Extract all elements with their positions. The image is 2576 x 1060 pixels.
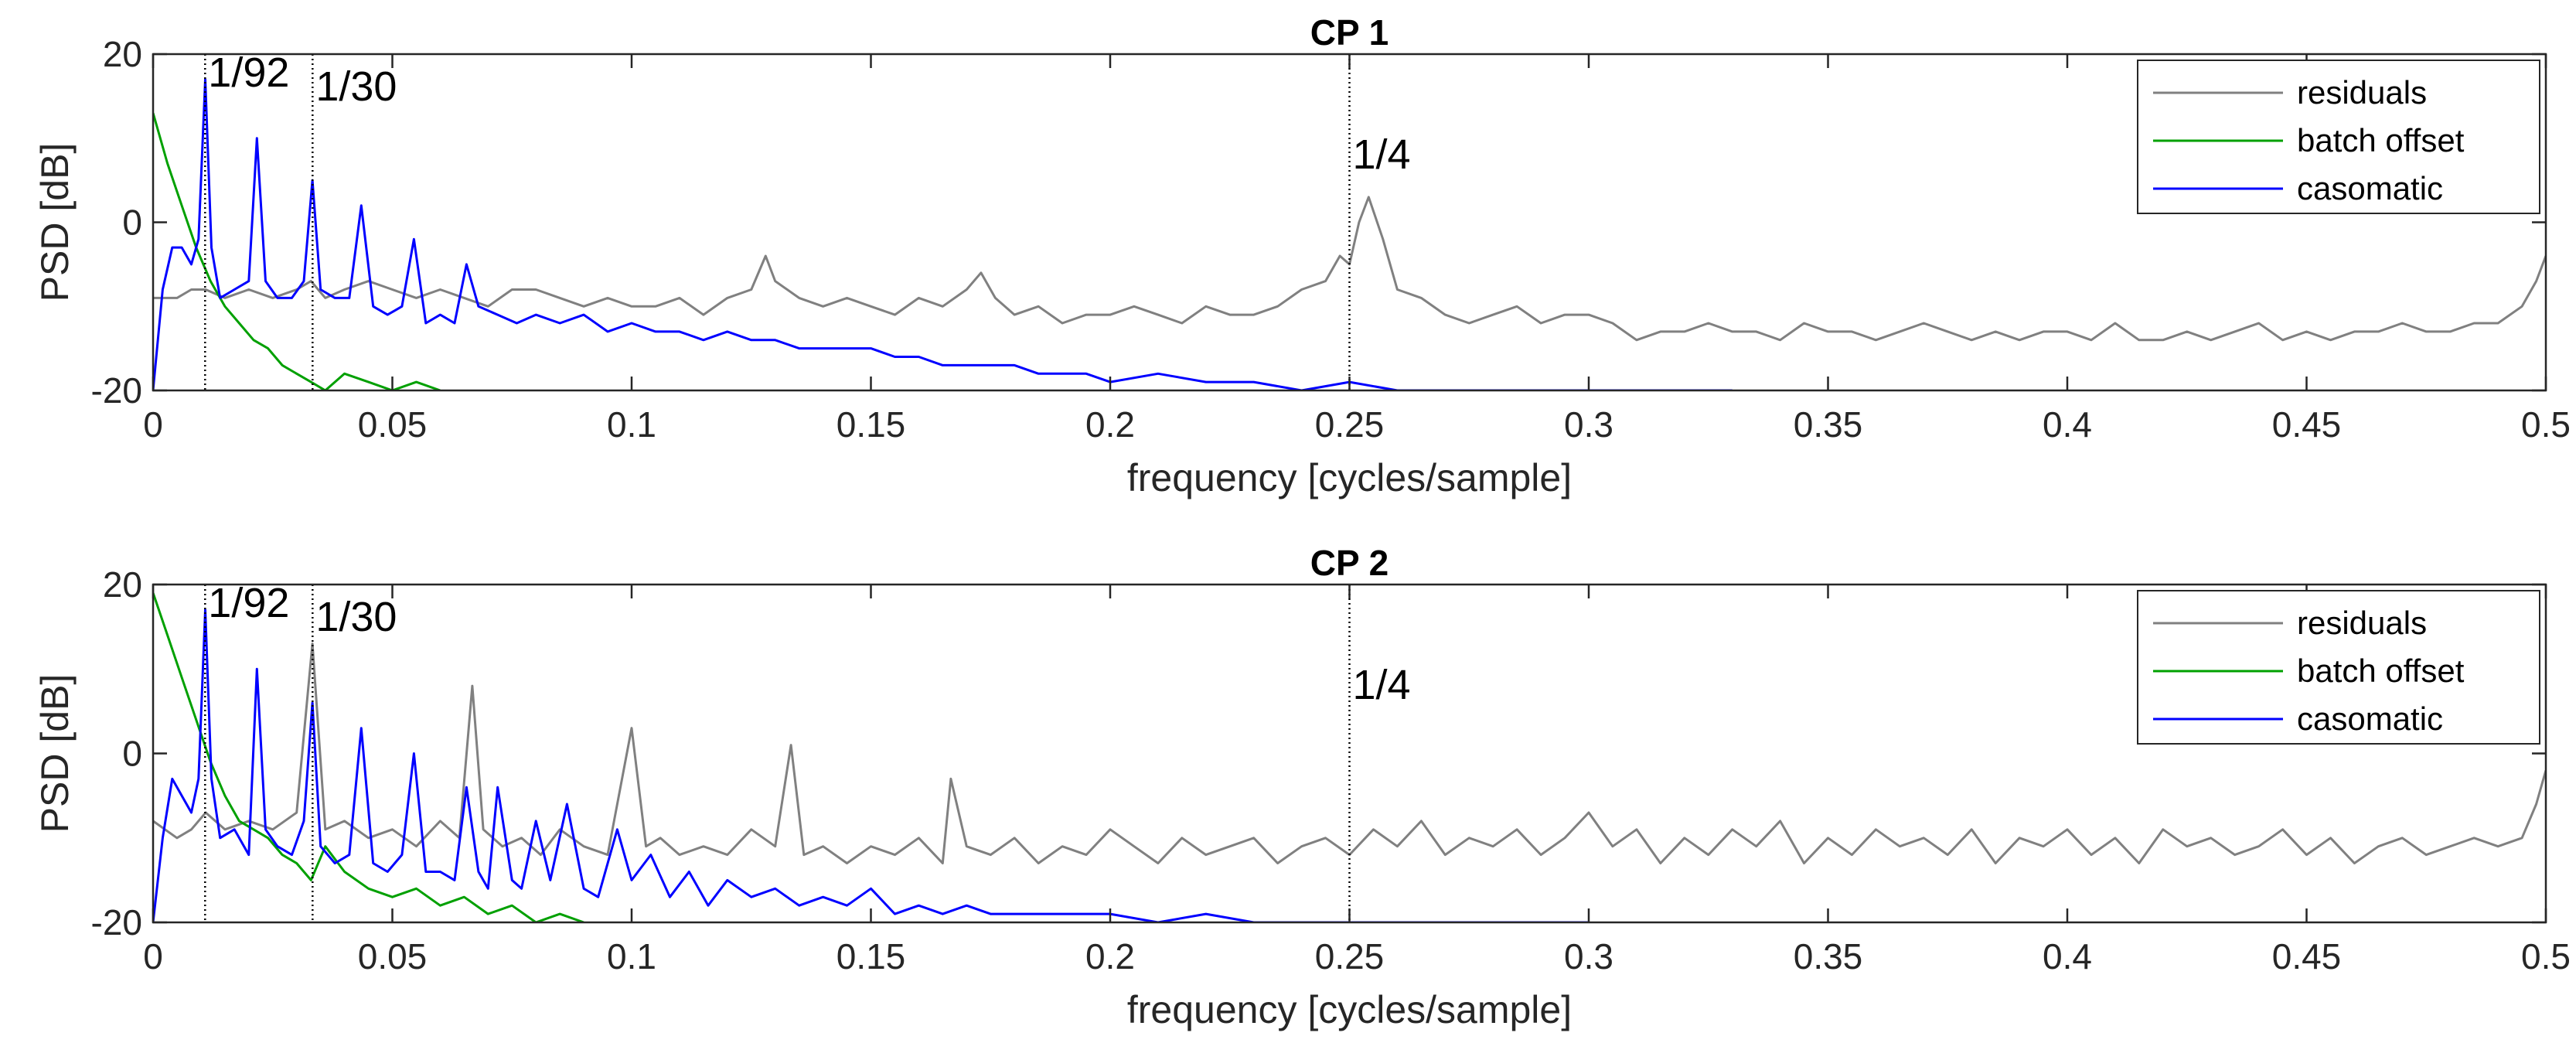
legend-entry: batch offset (2297, 653, 2465, 689)
x-tick-label: 0.3 (1564, 404, 1613, 445)
legend: residuals batch offset casomatic (2137, 60, 2540, 214)
guide-label: 1/92 (208, 49, 289, 96)
x-tick-label: 0.25 (1315, 936, 1385, 976)
y-axis-label: PSD [dB] (33, 143, 77, 302)
guide-label: 1/4 (1353, 131, 1411, 178)
guide-label: 1/30 (315, 594, 397, 640)
y-axis-label: PSD [dB] (33, 674, 77, 833)
y-tick-label: -20 (91, 902, 142, 942)
x-tick-label: 0.5 (2521, 404, 2571, 445)
x-tick-label: 0.15 (837, 936, 906, 976)
series-line-casomatic (153, 608, 1589, 922)
series-group (153, 78, 2546, 390)
x-tick-label: 0.2 (1085, 936, 1135, 976)
x-tick-label: 0 (143, 936, 163, 976)
series-line-residuals (153, 196, 2546, 342)
legend-entry: residuals (2297, 605, 2427, 641)
y-tick-label: 20 (103, 34, 142, 74)
x-tick-label: 0.35 (1794, 936, 1863, 976)
x-tick-label: 0.05 (358, 936, 428, 976)
x-tick-label: 0.45 (2272, 936, 2342, 976)
series-line-casomatic (153, 78, 1733, 390)
chart-title: CP 2 (1310, 543, 1389, 583)
x-tick-label: 0.4 (2043, 404, 2092, 445)
x-tick-label: 0.05 (358, 404, 428, 445)
legend-entry: residuals (2297, 74, 2427, 111)
x-axis-label: frequency [cycles/sample] (1127, 988, 1572, 1031)
x-axis-label: frequency [cycles/sample] (1127, 456, 1572, 499)
series-line-batch-offset (153, 112, 441, 390)
x-tick-label: 0.1 (607, 936, 656, 976)
x-tick-label: 0.5 (2521, 936, 2571, 976)
y-tick-label: 0 (122, 203, 142, 243)
x-tick-label: 0.45 (2272, 404, 2342, 445)
x-tick-label: 0 (143, 404, 163, 445)
guide-label: 1/4 (1353, 662, 1411, 708)
legend-entry: casomatic (2297, 170, 2443, 206)
legend-entry: batch offset (2297, 122, 2465, 158)
y-tick-label: 0 (122, 734, 142, 774)
x-tick-label: 0.1 (607, 404, 656, 445)
y-tick-label: 20 (103, 564, 142, 605)
x-tick-label: 0.35 (1794, 404, 1863, 445)
x-tick-label: 0.4 (2043, 936, 2092, 976)
x-tick-label: 0.3 (1564, 936, 1613, 976)
guide-label: 1/92 (208, 580, 289, 626)
legend-entry: casomatic (2297, 700, 2443, 737)
x-tick-label: 0.25 (1315, 404, 1385, 445)
y-tick-label: -20 (91, 370, 142, 411)
chart-title: CP 1 (1310, 12, 1389, 53)
guide-label: 1/30 (315, 63, 397, 110)
series-line-batch-offset (153, 592, 584, 922)
series-line-residuals (153, 642, 2546, 864)
cp1-panel: 1/92 1/30 1/4 0 0.05 0.1 0.15 0.2 0.25 0.3 0.35 0.4… (33, 12, 2571, 499)
x-tick-label: 0.2 (1085, 404, 1135, 445)
series-group (153, 592, 2546, 922)
x-tick-label: 0.15 (837, 404, 906, 445)
legend: residuals batch offset casomatic (2137, 590, 2540, 745)
cp2-panel: 1/92 1/30 1/4 0 0.05 0.1 0.15 0.2 0.25 0.3 0.35 0.4… (33, 543, 2571, 1031)
